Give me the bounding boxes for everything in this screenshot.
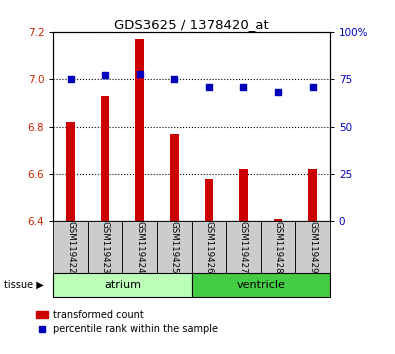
Text: GSM119427: GSM119427 [239, 221, 248, 273]
Bar [295, 221, 330, 273]
Point [240, 84, 246, 90]
Bar [122, 221, 157, 273]
Title: GDS3625 / 1378420_at: GDS3625 / 1378420_at [114, 18, 269, 31]
Bar [274, 219, 282, 221]
Point [171, 76, 177, 82]
Bar [192, 221, 226, 273]
Point [309, 84, 316, 90]
Bar [157, 221, 192, 273]
Point [68, 76, 74, 82]
Bar [135, 39, 144, 221]
Bar [308, 169, 317, 221]
Bar [205, 179, 213, 221]
Text: GSM119428: GSM119428 [273, 221, 282, 273]
Legend: transformed count, percentile rank within the sample: transformed count, percentile rank withi… [36, 310, 218, 334]
Text: GSM119423: GSM119423 [101, 221, 110, 273]
Text: tissue ▶: tissue ▶ [4, 280, 44, 290]
Bar [88, 221, 122, 273]
Text: GSM119425: GSM119425 [170, 221, 179, 273]
Bar [53, 273, 192, 297]
Text: GSM119424: GSM119424 [135, 221, 144, 273]
Point [137, 71, 143, 76]
Bar [66, 122, 75, 221]
Bar [261, 221, 295, 273]
Bar [226, 221, 261, 273]
Bar [239, 169, 248, 221]
Text: GSM119422: GSM119422 [66, 221, 75, 273]
Text: atrium: atrium [104, 280, 141, 290]
Point [102, 73, 108, 78]
Point [206, 84, 212, 90]
Point [275, 90, 281, 95]
Text: GSM119426: GSM119426 [204, 221, 213, 273]
Text: GSM119429: GSM119429 [308, 221, 317, 273]
Bar [101, 96, 109, 221]
Bar [170, 134, 179, 221]
Bar [53, 221, 88, 273]
Bar [192, 273, 330, 297]
Text: ventricle: ventricle [236, 280, 285, 290]
